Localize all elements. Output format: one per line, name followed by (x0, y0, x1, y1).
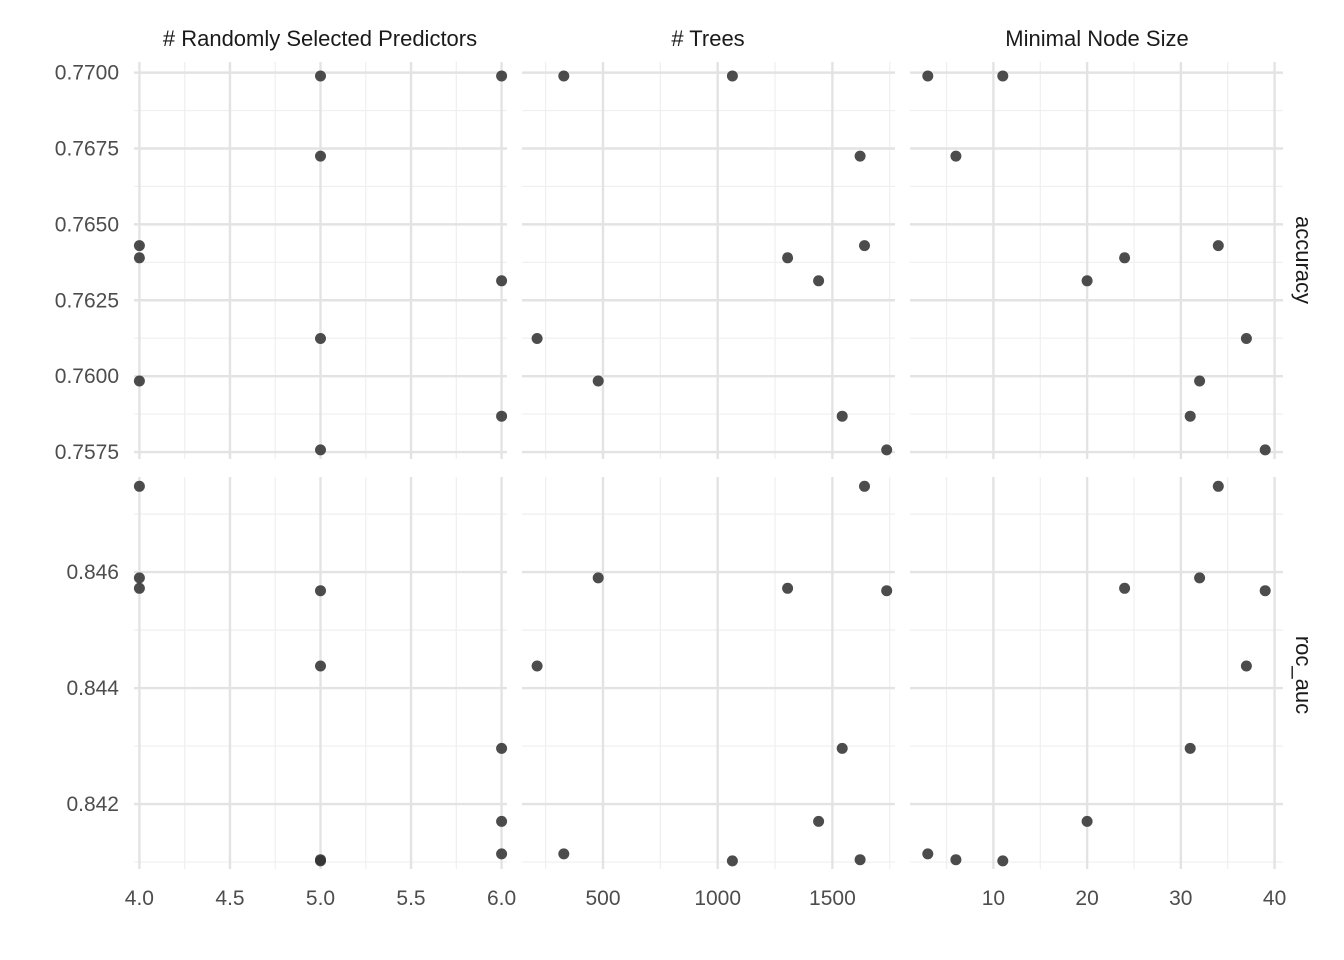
data-points (133, 70, 1271, 867)
data-point (1081, 275, 1093, 287)
data-point (922, 70, 934, 82)
data-point (1184, 742, 1196, 754)
x-tick-label: 1500 (809, 887, 856, 910)
x-axis-tick-labels: 4.0 4.5 5.0 5.5 6.0 500 1000 1500 10 20 30 40 (125, 887, 1286, 910)
x-tick-label: 4.5 (215, 887, 244, 910)
column-strip-labels: # Randomly Selected Predictors # Trees M… (163, 26, 1189, 51)
data-point (315, 585, 326, 597)
data-point (1259, 585, 1271, 597)
y-tick-label: 0.842 (66, 793, 119, 816)
data-point (592, 572, 604, 584)
data-point (558, 848, 570, 860)
column-strip-label-mtry: # Randomly Selected Predictors (163, 26, 477, 51)
data-point (133, 240, 145, 252)
x-tick-label: 5.0 (306, 887, 335, 910)
data-point (1212, 480, 1224, 492)
data-point (859, 480, 870, 492)
row-strip-label-accuracy: accuracy (1291, 216, 1316, 304)
data-point (950, 150, 962, 162)
data-point (1240, 660, 1252, 672)
data-point (854, 150, 866, 162)
data-point (836, 742, 848, 754)
data-point (1194, 572, 1206, 584)
data-point (496, 410, 508, 422)
data-point (813, 275, 825, 287)
data-point (315, 854, 326, 866)
y-tick-label: 0.7625 (55, 289, 119, 312)
data-point (881, 585, 893, 597)
data-point (315, 444, 326, 456)
y-tick-label: 0.7675 (55, 138, 119, 161)
x-tick-label: 6.0 (487, 887, 516, 910)
data-point (592, 375, 604, 387)
data-point (1259, 444, 1271, 456)
data-point (558, 70, 570, 82)
data-point (531, 333, 543, 344)
data-point (1212, 240, 1224, 252)
data-point (813, 815, 825, 827)
row-strip-labels: accuracy roc_auc (1291, 216, 1316, 714)
data-point (133, 252, 145, 264)
x-tick-label: 1000 (694, 887, 741, 910)
x-tick-label: 5.5 (396, 887, 425, 910)
x-tick-label: 10 (982, 887, 1005, 910)
data-point (950, 854, 962, 866)
data-point (1119, 252, 1131, 264)
data-point (726, 70, 738, 82)
y-tick-label: 0.844 (66, 677, 119, 700)
data-point (315, 660, 326, 672)
data-point (1194, 375, 1206, 387)
data-point (315, 70, 326, 82)
data-point (496, 742, 508, 754)
y-tick-label: 0.7650 (55, 213, 119, 236)
data-point (133, 572, 145, 584)
x-tick-label: 20 (1075, 887, 1098, 910)
y-tick-label: 0.7700 (55, 62, 119, 85)
data-point (782, 582, 794, 594)
data-point (1081, 815, 1093, 827)
x-tick-label: 4.0 (125, 887, 154, 910)
grid-lines (134, 62, 1283, 869)
data-point (726, 855, 738, 867)
data-point (881, 444, 893, 456)
data-point (997, 70, 1009, 82)
data-point (496, 275, 508, 287)
data-point (496, 70, 508, 82)
data-point (133, 480, 145, 492)
data-point (922, 848, 934, 860)
y-tick-label: 0.7600 (55, 365, 119, 388)
data-point (496, 848, 508, 860)
x-tick-label: 30 (1169, 887, 1192, 910)
column-strip-label-min-n: Minimal Node Size (1005, 26, 1188, 51)
column-strip-label-trees: # Trees (671, 26, 744, 51)
y-tick-label: 0.846 (66, 561, 119, 584)
data-point (133, 582, 145, 594)
x-tick-label: 500 (585, 887, 620, 910)
data-point (836, 410, 848, 422)
data-point (1184, 410, 1196, 422)
data-point (854, 854, 866, 866)
data-point (315, 333, 326, 344)
data-point (496, 815, 508, 827)
data-point (782, 252, 794, 264)
data-point (1119, 582, 1131, 594)
data-point (997, 855, 1009, 867)
data-point (1240, 333, 1252, 344)
row-strip-label-roc-auc: roc_auc (1291, 636, 1316, 714)
data-point (859, 240, 870, 252)
data-point (531, 660, 543, 672)
y-axis-tick-labels: 0.7575 0.7600 0.7625 0.7650 0.7675 0.7700 0.84… (55, 62, 120, 816)
data-point (133, 375, 145, 387)
x-tick-label: 40 (1263, 887, 1286, 910)
data-point (315, 150, 326, 162)
y-tick-label: 0.7575 (55, 441, 119, 464)
